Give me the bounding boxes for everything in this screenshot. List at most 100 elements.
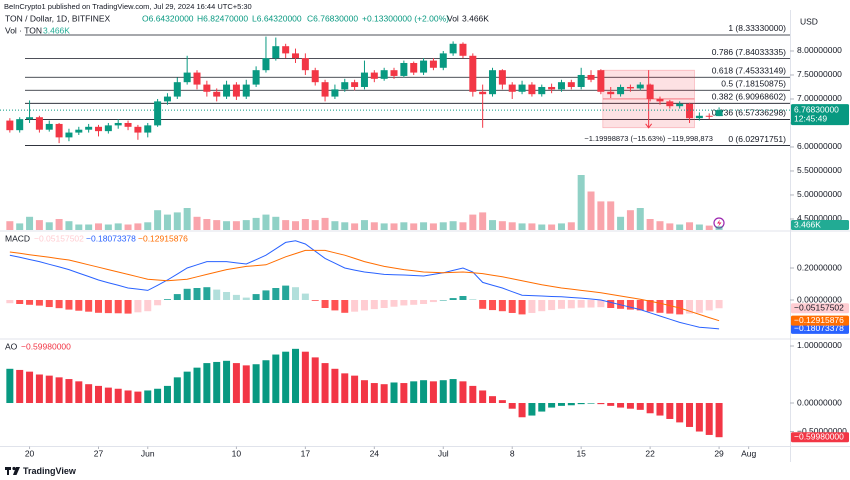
candle-body <box>75 129 83 133</box>
y-tick-label: 7.00000000 <box>797 93 842 103</box>
volume-header-value: 3.466K <box>462 13 489 23</box>
ao-bar <box>498 400 506 404</box>
macd-histogram-bar <box>587 300 595 308</box>
volume-bar <box>400 222 408 230</box>
candle-body <box>567 82 575 87</box>
ao-bar <box>252 364 260 404</box>
candle-body <box>617 86 625 95</box>
y-tick-label: 6.00000000 <box>797 141 842 151</box>
macd-histogram-bar <box>292 287 300 300</box>
ao-bar <box>183 371 191 404</box>
ao-bar <box>232 363 240 404</box>
volume-bar <box>173 212 181 230</box>
volume-name: Vol · TON <box>5 25 42 35</box>
volume-bar <box>114 223 122 230</box>
candle-body <box>183 72 191 83</box>
ao-bar <box>518 403 526 418</box>
y-tick-label: 8.00000000 <box>797 45 842 55</box>
macd-histogram-bar <box>715 300 723 309</box>
candle-body <box>272 46 280 59</box>
candle-body <box>292 53 300 59</box>
candle-body <box>213 91 221 97</box>
ao-bar <box>567 403 575 406</box>
macd-histogram-bar <box>144 300 152 312</box>
volume-bar <box>666 223 674 230</box>
candle-body <box>666 101 674 107</box>
fib-label: 0 (6.02971751) <box>728 134 786 144</box>
ao-bar <box>6 368 14 404</box>
volume-bar <box>695 224 703 230</box>
candle-body <box>715 110 723 117</box>
ao-bar <box>272 354 280 404</box>
macd-histogram-bar <box>104 300 112 314</box>
volume-bar <box>331 221 339 230</box>
macd-histogram-bar <box>459 296 467 300</box>
macd-line-tag: −0.18073378 <box>794 323 844 333</box>
macd-histogram-bar <box>508 300 516 313</box>
macd-histogram-bar <box>351 300 359 312</box>
ao-bar <box>321 363 329 404</box>
volume-bar <box>6 221 14 230</box>
volume-bar <box>538 224 546 230</box>
candle-body <box>144 125 152 133</box>
macd-histogram-bar <box>124 300 132 314</box>
ao-bar <box>587 403 595 404</box>
candle-body <box>420 60 428 73</box>
volume-bar <box>242 220 250 230</box>
volume-bar <box>705 225 713 230</box>
volume-bar <box>676 224 684 230</box>
ao-bar <box>449 379 457 404</box>
volume-bar <box>203 219 211 230</box>
ao-bar <box>686 403 694 427</box>
ao-tag: −0.59980000 <box>794 431 844 441</box>
candle-body <box>262 58 270 71</box>
ao-bar <box>557 403 565 406</box>
macd-histogram-bar <box>55 300 63 309</box>
fib-label: 0.382 (6.90968602) <box>712 92 786 102</box>
macd-histogram-bar <box>498 300 506 312</box>
macd-histogram-bar <box>321 300 329 308</box>
ao-bar <box>676 403 684 423</box>
ao-bar <box>429 381 437 404</box>
ao-bar <box>400 383 408 404</box>
macd-histogram-bar <box>173 294 181 300</box>
macd-histogram-bar <box>45 300 53 308</box>
candle-body <box>577 74 585 87</box>
ao-bar <box>203 363 211 404</box>
macd-histogram-bar <box>183 288 191 300</box>
volume-bar <box>686 222 694 230</box>
macd-hist-tag: −0.05157502 <box>794 303 844 313</box>
volume-bar <box>282 220 290 230</box>
candle-body <box>35 117 43 130</box>
ao-tag-bg <box>791 432 849 443</box>
fib-label: 0.236 (6.57336298) <box>712 108 786 118</box>
ohlc-high: H6.82470000 <box>197 13 248 23</box>
ao-bar <box>577 403 585 405</box>
candle-body <box>26 117 34 120</box>
macd-line-tag: −0.12915876 <box>794 315 844 325</box>
volume-bar <box>420 222 428 230</box>
volume-bar <box>370 222 378 230</box>
candle-body <box>154 101 162 126</box>
volume-bar <box>587 191 595 230</box>
volume-bar <box>597 201 605 230</box>
macd-histogram-bar <box>597 300 605 308</box>
y-tick-label: 0.20000000 <box>797 262 842 272</box>
macd-histogram-bar <box>75 300 83 311</box>
ao-bar <box>292 348 300 404</box>
x-tick-label: Aug <box>741 448 756 458</box>
candle-body <box>282 46 290 54</box>
volume-bar <box>311 220 319 230</box>
macd-histogram-bar <box>449 298 457 300</box>
candle-body <box>469 55 477 92</box>
candle-body <box>380 70 388 79</box>
volume-bar <box>607 201 615 230</box>
brand: TradingView <box>23 466 77 476</box>
volume-bar <box>321 217 329 230</box>
volume-bar <box>360 220 368 230</box>
candle-body <box>341 82 349 90</box>
ao-bar <box>134 391 142 404</box>
volume-bar <box>124 224 132 230</box>
macd-histogram-bar <box>262 290 270 300</box>
